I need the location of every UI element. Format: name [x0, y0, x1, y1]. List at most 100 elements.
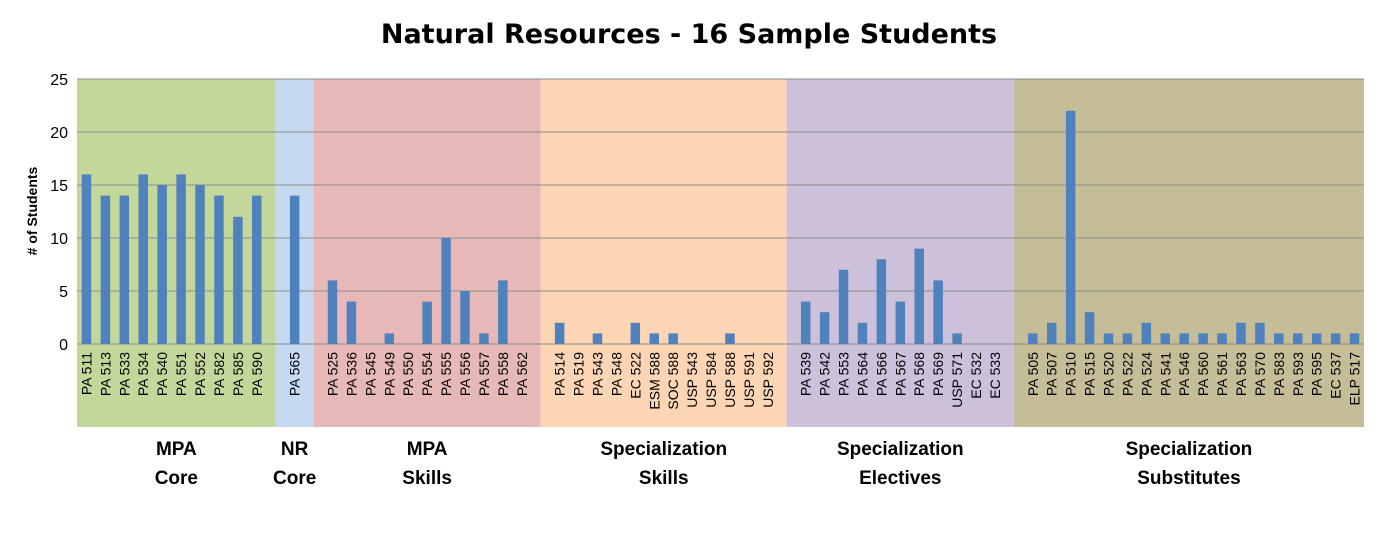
y-tick-label: 0	[59, 337, 68, 354]
x-tick-label: PA 554	[419, 352, 435, 396]
x-tick-label: PA 562	[514, 352, 530, 396]
group-label: Specialization	[1126, 439, 1253, 460]
x-tick-label: PA 553	[836, 352, 852, 396]
x-tick-label: PA 543	[589, 352, 605, 396]
chart-title: Natural Resources - 16 Sample Students	[381, 19, 997, 50]
y-axis-label: # of Students	[24, 166, 40, 255]
bar	[327, 280, 338, 344]
x-tick-label: USP 543	[684, 352, 700, 408]
group-label: Substitutes	[1137, 468, 1240, 489]
x-tick-label: PA 533	[116, 352, 132, 396]
x-tick-label: USP 571	[949, 352, 965, 408]
bar	[630, 322, 641, 344]
bar	[195, 185, 205, 344]
y-axis-ticks: 0 5 10 15 20 25	[50, 72, 68, 354]
bar	[1103, 333, 1114, 344]
bar	[422, 301, 432, 344]
bar	[1065, 110, 1076, 344]
bar	[933, 280, 943, 344]
x-tick-label: PA 552	[192, 352, 208, 396]
x-tick-label: PA 525	[325, 352, 341, 396]
x-tick-label: PA 510	[1063, 352, 1079, 396]
x-tick-label: PA 541	[1157, 352, 1173, 396]
bar	[819, 312, 830, 344]
group-label: Skills	[639, 468, 689, 489]
group-label: NR	[281, 439, 309, 460]
bar	[1028, 333, 1038, 344]
bar	[914, 248, 924, 344]
x-tick-label: PA 593	[1290, 352, 1306, 396]
group-label: Electives	[859, 468, 941, 489]
x-tick-label: PA 514	[552, 352, 568, 396]
x-tick-label: PA 511	[78, 352, 94, 395]
x-tick-label: PA 550	[400, 352, 416, 396]
bar	[1084, 312, 1095, 344]
bar	[176, 174, 186, 344]
x-tick-label: ESM 588	[646, 352, 662, 410]
x-tick-label: PA 582	[211, 352, 227, 396]
x-tick-label: PA 540	[154, 352, 170, 396]
x-tick-label: PA 555	[438, 352, 454, 396]
bar	[498, 280, 508, 344]
x-tick-label: EC 533	[987, 352, 1003, 399]
x-tick-label: PA 566	[873, 352, 889, 396]
x-tick-label: ELP 517	[1347, 352, 1363, 406]
bar	[1160, 333, 1171, 344]
x-tick-label: PA 590	[249, 352, 265, 396]
x-tick-label: PA 515	[1082, 352, 1098, 396]
x-tick-label: PA 536	[343, 352, 359, 396]
bar	[1141, 322, 1152, 344]
bar	[876, 259, 887, 344]
bar	[1046, 322, 1057, 344]
group-label: Skills	[402, 468, 452, 489]
y-tick-label: 25	[50, 72, 68, 89]
x-tick-label: PA 556	[457, 352, 473, 396]
bar	[1179, 333, 1189, 344]
bar	[554, 322, 565, 344]
group-band	[313, 79, 541, 427]
bar	[346, 301, 357, 344]
x-tick-label: PA 565	[287, 352, 303, 396]
x-axis-ticks: PA 511 PA 513 PA 533 PA 534 PA 540 PA 551 PA 5…	[78, 352, 1362, 410]
bar	[1122, 333, 1133, 344]
x-tick-label: PA 568	[911, 352, 927, 396]
x-tick-label: PA 570	[1252, 352, 1268, 396]
bar	[1349, 333, 1360, 344]
x-tick-label: PA 542	[817, 352, 833, 396]
bar	[441, 238, 451, 344]
x-tick-label: PA 549	[381, 352, 397, 396]
x-tick-label: PA 505	[1025, 352, 1041, 396]
bar	[649, 333, 659, 344]
bar	[479, 333, 489, 344]
bar	[895, 301, 906, 344]
group-label: Specialization	[837, 439, 964, 460]
x-tick-label: PA 563	[1233, 352, 1249, 396]
x-tick-label: PA 583	[1271, 352, 1287, 396]
y-tick-label: 10	[50, 231, 68, 248]
y-tick-label: 5	[59, 284, 68, 301]
bar	[952, 333, 962, 344]
x-tick-label: PA 524	[1138, 352, 1154, 396]
bar	[460, 291, 470, 344]
x-tick-label: PA 561	[1214, 352, 1230, 396]
bar	[857, 322, 868, 344]
y-tick-label: 15	[50, 178, 68, 195]
bar	[233, 216, 243, 344]
x-tick-label: PA 551	[173, 352, 189, 396]
bar	[289, 195, 300, 344]
x-tick-label: PA 534	[135, 352, 151, 396]
bar	[800, 301, 811, 344]
x-tick-label: PA 585	[230, 352, 246, 396]
bar	[1217, 333, 1227, 344]
x-tick-label: USP 584	[703, 352, 719, 408]
x-tick-label: EC 537	[1328, 352, 1344, 399]
x-tick-label: PA 513	[97, 352, 113, 396]
x-tick-label: EC 522	[627, 352, 643, 399]
x-tick-label: PA 560	[1195, 352, 1211, 396]
bar	[119, 195, 130, 344]
x-tick-label: PA 567	[892, 352, 908, 396]
x-tick-label: PA 539	[798, 352, 814, 396]
group-label: MPA	[156, 439, 197, 460]
y-tick-label: 20	[50, 125, 68, 142]
